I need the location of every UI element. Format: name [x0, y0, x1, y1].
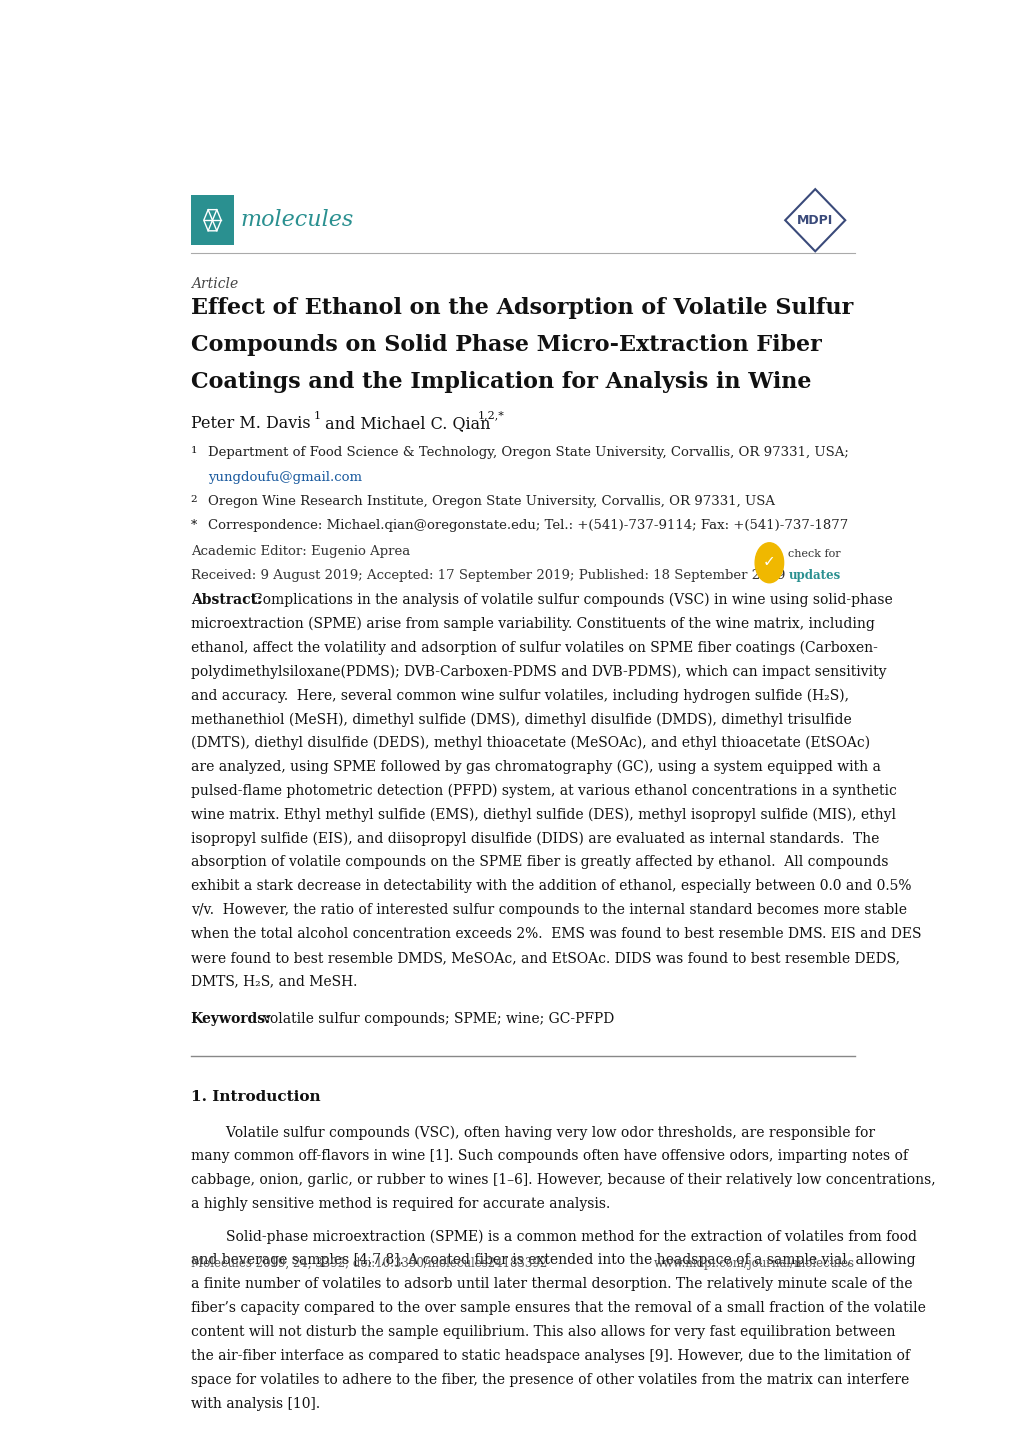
Text: polydimethylsiloxane(PDMS); DVB-Carboxen-PDMS and DVB-PDMS), which can impact se: polydimethylsiloxane(PDMS); DVB-Carboxen…	[191, 665, 886, 679]
Circle shape	[754, 542, 783, 583]
Text: Peter M. Davis: Peter M. Davis	[191, 415, 310, 433]
Text: Received: 9 August 2019; Accepted: 17 September 2019; Published: 18 September 20: Received: 9 August 2019; Accepted: 17 Se…	[191, 570, 785, 583]
Text: ✓: ✓	[762, 554, 775, 570]
Text: *: *	[191, 519, 197, 532]
Text: absorption of volatile compounds on the SPME fiber is greatly affected by ethano: absorption of volatile compounds on the …	[191, 855, 888, 870]
Text: check for: check for	[788, 549, 840, 559]
Text: 1,2,*: 1,2,*	[477, 411, 504, 421]
Text: Department of Food Science & Technology, Oregon State University, Corvallis, OR : Department of Food Science & Technology,…	[208, 446, 848, 459]
Text: isopropyl sulfide (EIS), and diisopropyl disulfide (DIDS) are evaluated as inter: isopropyl sulfide (EIS), and diisopropyl…	[191, 832, 878, 846]
Text: Oregon Wine Research Institute, Oregon State University, Corvallis, OR 97331, US: Oregon Wine Research Institute, Oregon S…	[208, 495, 774, 508]
Text: microextraction (SPME) arise from sample variability. Constituents of the wine m: microextraction (SPME) arise from sample…	[191, 617, 873, 632]
Text: Molecules 2019, 24, 3392; doi:10.3390/molecules24183392: Molecules 2019, 24, 3392; doi:10.3390/mo…	[191, 1257, 546, 1270]
Text: volatile sulfur compounds; SPME; wine; GC-PFPD: volatile sulfur compounds; SPME; wine; G…	[262, 1012, 613, 1025]
Text: fiber’s capacity compared to the over sample ensures that the removal of a small: fiber’s capacity compared to the over sa…	[191, 1301, 924, 1315]
Text: and beverage samples [4,7,8]. A coated fiber is extended into the headspace of a: and beverage samples [4,7,8]. A coated f…	[191, 1253, 914, 1268]
FancyBboxPatch shape	[191, 195, 234, 245]
Text: Complications in the analysis of volatile sulfur compounds (VSC) in wine using s: Complications in the analysis of volatil…	[252, 593, 893, 607]
Text: v/v.  However, the ratio of interested sulfur compounds to the internal standard: v/v. However, the ratio of interested su…	[191, 903, 906, 917]
Text: Academic Editor: Eugenio Aprea: Academic Editor: Eugenio Aprea	[191, 545, 410, 558]
Text: pulsed-flame photometric detection (PFPD) system, at various ethanol concentrati: pulsed-flame photometric detection (PFPD…	[191, 783, 896, 797]
Text: Compounds on Solid Phase Micro-Extraction Fiber: Compounds on Solid Phase Micro-Extractio…	[191, 335, 820, 356]
Text: DMTS, H₂S, and MeSH.: DMTS, H₂S, and MeSH.	[191, 975, 357, 989]
Text: with analysis [10].: with analysis [10].	[191, 1397, 320, 1410]
Text: 1: 1	[313, 411, 320, 421]
Text: the air-fiber interface as compared to static headspace analyses [9]. However, d: the air-fiber interface as compared to s…	[191, 1348, 909, 1363]
Text: 1: 1	[191, 446, 197, 456]
Text: molecules: molecules	[240, 209, 354, 231]
Text: ethanol, affect the volatility and adsorption of sulfur volatiles on SPME fiber : ethanol, affect the volatility and adsor…	[191, 640, 876, 655]
Text: are analyzed, using SPME followed by gas chromatography (GC), using a system equ: are analyzed, using SPME followed by gas…	[191, 760, 879, 774]
Text: (DMTS), diethyl disulfide (DEDS), methyl thioacetate (MeSOAc), and ethyl thioace: (DMTS), diethyl disulfide (DEDS), methyl…	[191, 735, 869, 750]
Text: Correspondence: Michael.qian@oregonstate.edu; Tel.: +(541)-737-9114; Fax: +(541): Correspondence: Michael.qian@oregonstate…	[208, 519, 848, 532]
Text: were found to best resemble DMDS, MeSOAc, and EtSOAc. DIDS was found to best res: were found to best resemble DMDS, MeSOAc…	[191, 950, 899, 965]
Text: and accuracy.  Here, several common wine sulfur volatiles, including hydrogen su: and accuracy. Here, several common wine …	[191, 688, 848, 702]
Text: www.mdpi.com/journal/molecules: www.mdpi.com/journal/molecules	[653, 1257, 854, 1270]
Text: content will not disturb the sample equilibrium. This also allows for very fast : content will not disturb the sample equi…	[191, 1325, 895, 1340]
Text: Keywords:: Keywords:	[191, 1012, 271, 1025]
Text: many common off-flavors in wine [1]. Such compounds often have offensive odors, : many common off-flavors in wine [1]. Suc…	[191, 1149, 907, 1164]
Text: Coatings and the Implication for Analysis in Wine: Coatings and the Implication for Analysi…	[191, 371, 810, 392]
Text: when the total alcohol concentration exceeds 2%.  EMS was found to best resemble: when the total alcohol concentration exc…	[191, 927, 920, 942]
Text: 2: 2	[191, 495, 197, 505]
Text: and Michael C. Qian: and Michael C. Qian	[319, 415, 489, 433]
Text: 1. Introduction: 1. Introduction	[191, 1090, 320, 1103]
Text: Solid-phase microextraction (SPME) is a common method for the extraction of vola: Solid-phase microextraction (SPME) is a …	[191, 1230, 916, 1244]
Text: a finite number of volatiles to adsorb until later thermal desorption. The relat: a finite number of volatiles to adsorb u…	[191, 1278, 911, 1291]
Text: Article: Article	[191, 277, 237, 291]
Text: space for volatiles to adhere to the fiber, the presence of other volatiles from: space for volatiles to adhere to the fib…	[191, 1373, 908, 1387]
Text: cabbage, onion, garlic, or rubber to wines [1–6]. However, because of their rela: cabbage, onion, garlic, or rubber to win…	[191, 1172, 934, 1187]
Text: MDPI: MDPI	[796, 213, 833, 226]
Text: a highly sensitive method is required for accurate analysis.: a highly sensitive method is required fo…	[191, 1197, 609, 1211]
Text: methanethiol (MeSH), dimethyl sulfide (DMS), dimethyl disulfide (DMDS), dimethyl: methanethiol (MeSH), dimethyl sulfide (D…	[191, 712, 851, 727]
Text: updates: updates	[788, 570, 840, 583]
Text: yungdoufu@gmail.com: yungdoufu@gmail.com	[208, 470, 362, 483]
Text: exhibit a stark decrease in detectability with the addition of ethanol, especial: exhibit a stark decrease in detectabilit…	[191, 880, 910, 893]
Text: Abstract:: Abstract:	[191, 593, 262, 607]
Text: wine matrix. Ethyl methyl sulfide (EMS), diethyl sulfide (DES), methyl isopropyl: wine matrix. Ethyl methyl sulfide (EMS),…	[191, 808, 895, 822]
Text: Volatile sulfur compounds (VSC), often having very low odor thresholds, are resp: Volatile sulfur compounds (VSC), often h…	[191, 1125, 874, 1139]
Text: Effect of Ethanol on the Adsorption of Volatile Sulfur: Effect of Ethanol on the Adsorption of V…	[191, 297, 852, 319]
